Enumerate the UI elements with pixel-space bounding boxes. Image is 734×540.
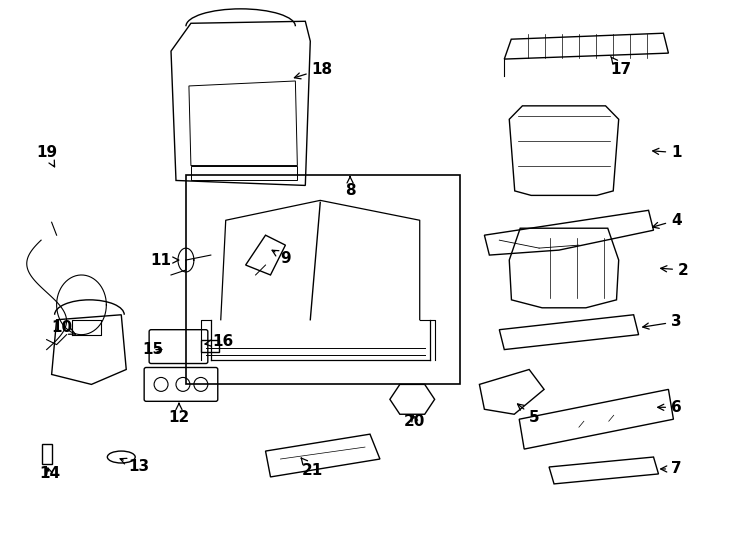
Text: 21: 21 [301,458,323,478]
Text: 9: 9 [272,250,291,266]
Text: 12: 12 [168,403,189,425]
Text: 20: 20 [404,414,426,429]
Text: 17: 17 [610,57,631,77]
Text: 4: 4 [653,213,682,228]
Text: 6: 6 [658,400,682,415]
Bar [186,176,459,384]
Text: 14: 14 [39,467,60,482]
Text: 3: 3 [643,314,682,329]
Text: 2: 2 [661,262,688,278]
Text: 18: 18 [294,62,333,79]
Text: 5: 5 [517,404,539,425]
Text: 10: 10 [51,320,76,335]
Text: 1: 1 [653,145,682,160]
Text: 16: 16 [205,334,233,349]
Text: 13: 13 [120,458,150,475]
Text: 7: 7 [661,462,682,476]
Text: 11: 11 [150,253,179,267]
Text: 8: 8 [345,177,355,198]
Bar [42,444,51,464]
Text: 19: 19 [36,145,57,167]
Text: 15: 15 [142,342,164,357]
Bar [201,340,219,352]
